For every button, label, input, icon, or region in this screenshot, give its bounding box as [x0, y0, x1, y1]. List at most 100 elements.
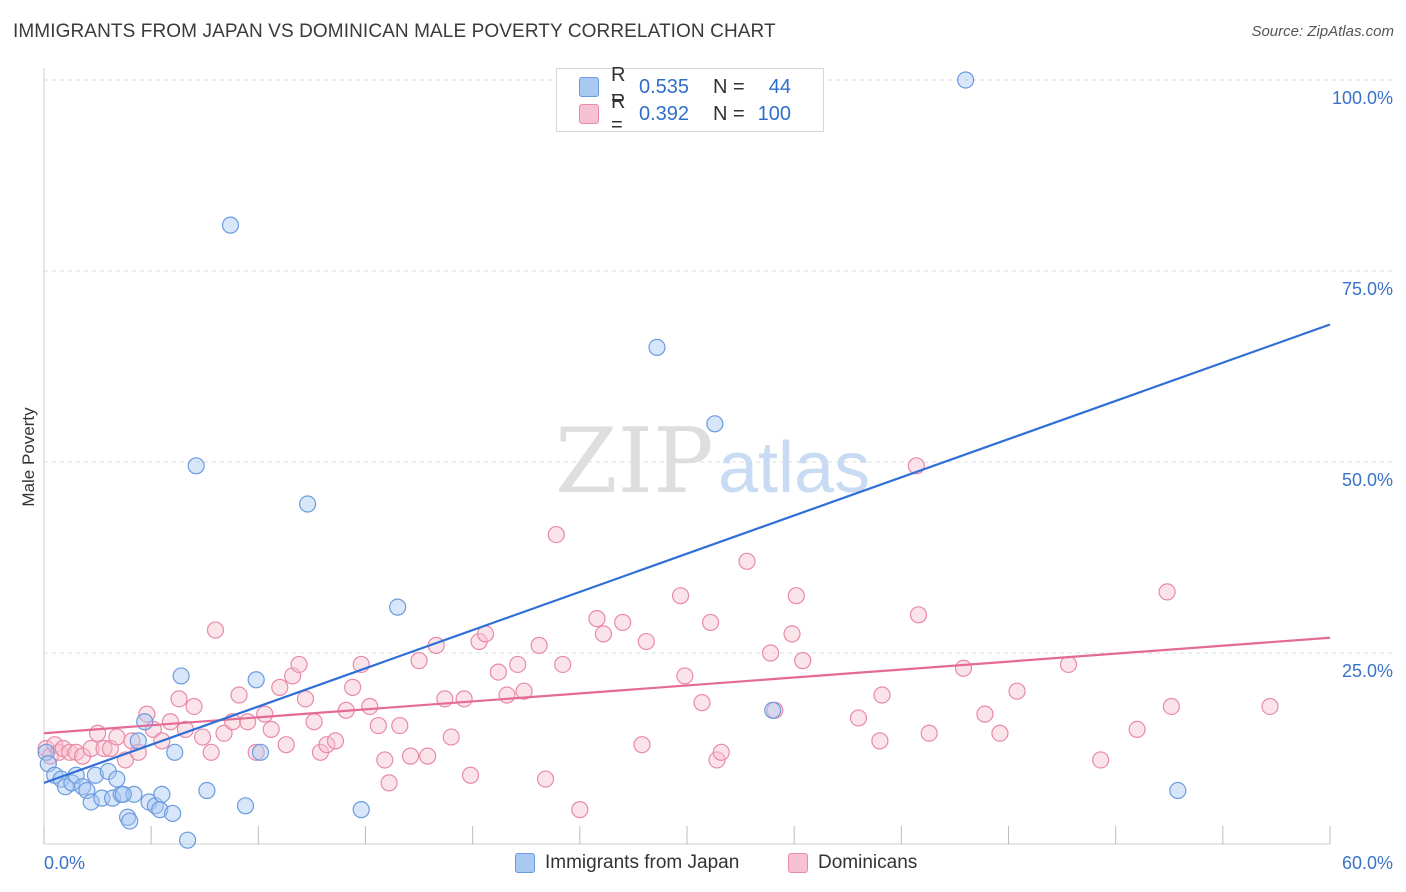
point-dominicans: [410, 652, 428, 670]
point-dominicans: [1162, 697, 1180, 716]
y-tick-label: 75.0%: [1342, 279, 1393, 299]
watermark-atlas: atlas: [718, 428, 870, 508]
source-label: Source: ZipAtlas.com: [1251, 23, 1394, 40]
point-japan: [1169, 781, 1187, 800]
point-japan: [164, 804, 182, 823]
point-dominicans: [88, 724, 107, 742]
point-dominicans: [976, 705, 994, 723]
point-dominicans: [536, 770, 555, 788]
point-dominicans: [61, 743, 79, 761]
point-dominicans: [671, 587, 690, 605]
point-japan: [153, 785, 171, 803]
y-tick-label: 50.0%: [1342, 470, 1393, 490]
point-japan: [198, 781, 216, 800]
point-dominicans: [712, 743, 730, 761]
point-dominicans: [1059, 655, 1078, 674]
point-dominicans: [305, 713, 323, 731]
point-dominicans: [594, 625, 613, 643]
point-japan: [648, 338, 666, 356]
point-dominicans: [391, 716, 409, 735]
point-japan: [108, 770, 126, 788]
point-dominicans: [194, 728, 212, 746]
point-dominicans: [1158, 583, 1176, 601]
point-dominicans: [202, 743, 220, 761]
point-dominicans: [849, 709, 868, 727]
point-japan: [103, 789, 122, 807]
point-dominicans: [515, 682, 533, 700]
point-dominicans: [461, 766, 480, 784]
legend-r-label: R =: [611, 91, 626, 136]
point-dominicans: [376, 751, 394, 769]
bottom-legend-japan: Immigrants from Japan: [515, 852, 739, 874]
point-dominicans: [676, 667, 694, 685]
point-dominicans: [954, 659, 973, 677]
point-dominicans: [909, 606, 928, 624]
point-dominicans: [290, 655, 308, 674]
trend-layer: [43, 323, 1331, 784]
legend-swatch-japan: [579, 77, 599, 97]
point-dominicans: [419, 747, 437, 765]
point-dominicans: [530, 636, 548, 654]
point-dominicans: [161, 713, 180, 731]
point-dominicans: [206, 621, 225, 639]
point-dominicans: [108, 728, 126, 746]
legend-r-label: R =: [611, 64, 626, 109]
point-dominicans: [247, 743, 265, 761]
point-dominicans: [296, 690, 315, 708]
point-dominicans: [369, 716, 387, 735]
point-dominicans: [1128, 720, 1146, 739]
point-dominicans: [442, 728, 460, 746]
legend-r-value: 0.392: [639, 102, 690, 125]
legend-row-dominicans: R = 0.392 N = 100: [579, 91, 791, 136]
point-dominicans: [1092, 751, 1110, 769]
point-japan: [136, 713, 154, 731]
point-dominicans: [215, 724, 233, 742]
point-dominicans: [380, 774, 398, 792]
point-dominicans: [401, 747, 420, 765]
point-dominicans: [761, 644, 780, 662]
axis-layer: 25.0% 50.0% 75.0% 100.0% 0.0% 60.0%: [43, 68, 1393, 873]
point-dominicans: [326, 732, 345, 750]
point-dominicans: [571, 801, 589, 819]
point-dominicans: [95, 739, 113, 758]
point-dominicans: [554, 655, 572, 674]
point-dominicans: [588, 610, 606, 628]
legend-r-value: 0.535: [639, 75, 690, 98]
points-layer: [37, 71, 1279, 849]
point-dominicans: [991, 724, 1009, 742]
point-dominicans: [693, 694, 711, 712]
point-dominicans: [498, 686, 516, 704]
x-tick-label: 0.0%: [44, 853, 85, 873]
point-dominicans: [509, 655, 527, 674]
point-dominicans: [262, 720, 280, 739]
point-japan: [166, 743, 184, 761]
point-dominicans: [277, 736, 295, 754]
point-japan: [389, 598, 407, 616]
point-japan: [121, 812, 139, 830]
point-japan: [247, 671, 265, 689]
point-dominicans: [344, 678, 362, 696]
point-dominicans: [701, 613, 720, 632]
legend-n-label: N =: [713, 75, 745, 98]
point-dominicans: [361, 697, 379, 716]
legend-n-value: 44: [768, 75, 791, 98]
point-japan: [706, 415, 724, 433]
point-japan: [764, 701, 782, 719]
point-dominicans: [871, 732, 889, 750]
legend-n-value: 100: [757, 102, 791, 125]
trend-line-dominicans: [43, 636, 1331, 735]
point-japan: [957, 71, 975, 89]
point-dominicans: [738, 552, 756, 570]
point-dominicans: [185, 697, 203, 716]
point-japan: [179, 831, 197, 849]
point-dominicans: [170, 690, 188, 708]
bottom-legend-label-dominicans: Dominicans: [818, 852, 918, 873]
point-japan: [86, 766, 105, 784]
point-dominicans: [230, 686, 248, 704]
y-axis-label: Male Poverty: [19, 407, 38, 507]
point-dominicans: [794, 652, 812, 670]
point-dominicans: [455, 690, 473, 708]
y-tick-label: 100.0%: [1332, 88, 1393, 108]
legend-swatch-dominicans: [579, 104, 599, 124]
